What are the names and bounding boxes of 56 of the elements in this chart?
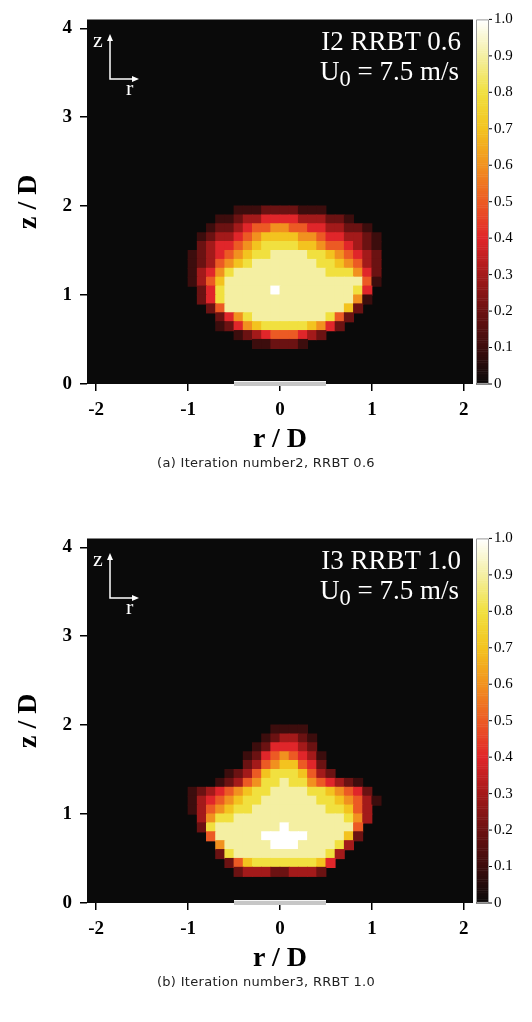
color-bar-label: 0 (494, 374, 502, 391)
x-tick-label: -1 (180, 398, 197, 420)
color-bar-label: 1.0 (494, 10, 513, 27)
color-bar-label: 0.6 (494, 156, 514, 173)
color-bar-label: 0.3 (494, 265, 513, 282)
annotation: I3 RRBT 1.0 (321, 545, 461, 576)
annotation: I2 RRBT 0.6 (321, 26, 461, 57)
color-bar-label: 0.2 (494, 302, 513, 319)
color-bar-label: 0.4 (494, 229, 514, 246)
x-axis-title: r / D (253, 422, 307, 454)
y-tick-label: 2 (62, 194, 72, 216)
color-bar-label: 0.5 (494, 192, 513, 209)
y-tick-label: 2 (62, 713, 72, 735)
annotation: r (126, 594, 134, 620)
y-tick-label: 0 (62, 890, 72, 912)
x-tick-label: 0 (275, 917, 285, 939)
x-tick-label: -1 (180, 917, 197, 939)
y-tick-label: 1 (62, 801, 72, 823)
color-bar-label: 0.7 (494, 638, 514, 655)
x-axis-title: r / D (253, 941, 307, 973)
annotation: z (93, 546, 103, 572)
color-bar-label: 0.2 (494, 821, 513, 838)
x-tick-label: 2 (459, 917, 469, 939)
color-bar-label: 0.8 (494, 602, 513, 619)
text: (b) Iteration number3, RRBT 1.0 (155, 973, 377, 991)
annotation: U$_{0}$ = 7.5 m/s (320, 575, 459, 611)
color-bar-label: 0.3 (494, 784, 513, 801)
color-bar-label: 0.1 (494, 857, 513, 874)
y-tick-label: 1 (62, 282, 72, 304)
x-tick-label: 0 (275, 398, 285, 420)
x-tick-label: -2 (88, 917, 105, 939)
x-tick-label: 1 (367, 398, 377, 420)
color-bar-label: 1.0 (494, 529, 513, 546)
annotation: r (126, 75, 134, 101)
color-bar-label: 0.6 (494, 675, 514, 692)
y-axis-title: z / D (11, 693, 43, 748)
y-axis-title: z / D (11, 174, 43, 229)
color-bar-label: 0.5 (494, 711, 513, 728)
annotation: U$_{0}$ = 7.5 m/s (320, 56, 459, 92)
color-bar-label: 0.8 (494, 83, 513, 100)
text: (a) Iteration number2, RRBT 0.6 (156, 454, 376, 472)
x-tick-label: 1 (367, 917, 377, 939)
color-bar-label: 0.1 (494, 338, 513, 355)
annotation: z (93, 27, 103, 53)
y-tick-label: 4 (62, 16, 73, 38)
color-bar-label: 0.4 (494, 748, 514, 765)
color-bar-label: 0 (494, 893, 502, 910)
color-bar-label: 0.9 (494, 46, 513, 63)
x-tick-label: -2 (88, 398, 105, 420)
y-tick-label: 4 (62, 535, 73, 557)
y-tick-label: 3 (62, 624, 72, 646)
x-tick-label: 2 (459, 398, 469, 420)
color-bar-label: 0.7 (494, 119, 514, 136)
y-tick-label: 3 (62, 105, 72, 127)
y-tick-label: 0 (62, 371, 72, 393)
color-bar-label: 0.9 (494, 565, 513, 582)
